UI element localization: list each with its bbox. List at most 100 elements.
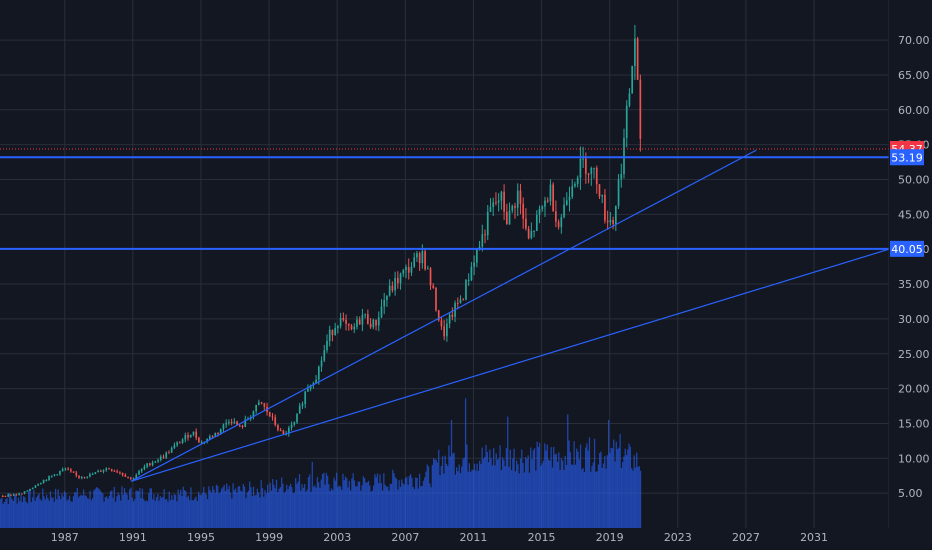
volume-bar xyxy=(337,487,339,528)
candle-body xyxy=(217,432,219,434)
candle-body xyxy=(252,411,255,417)
volume-bar xyxy=(48,500,50,528)
volume-bar xyxy=(219,492,221,528)
candle-body xyxy=(37,484,39,486)
volume-bar xyxy=(457,471,459,528)
volume-bar xyxy=(266,484,269,528)
trend-line[interactable] xyxy=(130,149,757,482)
candle-body xyxy=(236,421,238,426)
volume-bar xyxy=(519,458,522,528)
volume-bar xyxy=(249,481,251,528)
volume-bar xyxy=(196,500,198,528)
volume-bar xyxy=(158,500,160,528)
volume-bar xyxy=(349,490,352,528)
time-tick-label: 1987 xyxy=(51,531,79,544)
candle-body xyxy=(195,431,198,438)
volume-bar xyxy=(371,490,373,528)
price-tick-label: 20.00 xyxy=(898,383,930,396)
volume-bar xyxy=(578,459,580,528)
volume-bar xyxy=(449,456,451,528)
candle-body xyxy=(437,310,440,321)
volume-bar xyxy=(533,448,536,528)
volume-bar xyxy=(296,483,298,528)
volume-bar xyxy=(103,501,105,528)
candle-body xyxy=(590,167,593,174)
volume-bar xyxy=(45,494,48,528)
volume-bar xyxy=(20,494,22,528)
volume-bar xyxy=(112,497,114,528)
volume-bar xyxy=(607,419,610,528)
candle-body xyxy=(361,314,364,325)
volume-bar xyxy=(531,459,533,528)
volume-bar xyxy=(509,449,511,528)
volume-bar xyxy=(7,504,9,528)
volume-bar xyxy=(494,465,496,528)
volume-bar xyxy=(586,443,588,528)
candle-body xyxy=(391,285,394,291)
candle-body xyxy=(59,471,61,475)
volume-bar xyxy=(199,494,201,528)
volume-bar xyxy=(186,497,188,528)
volume-bar xyxy=(547,459,550,528)
volume-bar xyxy=(554,454,556,528)
volume-bar xyxy=(30,502,32,528)
volume-bar xyxy=(523,472,525,528)
volume-bar xyxy=(167,501,169,528)
volume-bar xyxy=(11,499,13,528)
volume-bar xyxy=(255,494,257,528)
volume-bar xyxy=(311,461,313,528)
volume-bar xyxy=(433,458,435,528)
trend-line[interactable] xyxy=(130,248,890,482)
volume-bar xyxy=(397,489,399,528)
volume-bar xyxy=(273,484,275,528)
volume-bar xyxy=(355,486,357,528)
trend-lines[interactable] xyxy=(130,149,890,482)
volume-bar xyxy=(121,486,123,528)
horizontal-levels[interactable] xyxy=(0,148,889,250)
volume-bar xyxy=(237,486,239,528)
candle-body xyxy=(1,495,4,497)
candle-body xyxy=(72,471,75,473)
time-tick-label: 2019 xyxy=(596,531,624,544)
volume-bar xyxy=(106,496,108,528)
volume-bar xyxy=(316,477,319,528)
volume-bar xyxy=(176,501,178,528)
time-tick-label: 2023 xyxy=(664,531,692,544)
volume-bar xyxy=(398,480,400,528)
volume-bar xyxy=(585,447,587,528)
volume-bar xyxy=(471,469,473,528)
volume-bar xyxy=(227,489,229,528)
volume-bar xyxy=(47,497,49,528)
volume-bar xyxy=(335,472,338,528)
volume-bar xyxy=(403,484,405,528)
volume-bar xyxy=(495,453,497,528)
candle-body xyxy=(473,262,475,267)
candle-body xyxy=(478,246,481,249)
candle-body xyxy=(484,234,486,236)
volume-bar xyxy=(251,496,253,528)
price-axis-background[interactable] xyxy=(889,0,932,528)
candle-body xyxy=(446,323,448,337)
volume-bar xyxy=(410,474,412,528)
candle-body xyxy=(170,447,173,453)
volume-bar xyxy=(284,491,287,528)
level-price-tag-background xyxy=(890,149,924,166)
volume-bar xyxy=(79,495,81,528)
volume-bar xyxy=(498,458,500,528)
volume-bar xyxy=(53,501,55,528)
candle-body xyxy=(533,230,535,232)
volume-bar xyxy=(486,451,488,528)
time-axis-background[interactable] xyxy=(0,528,932,550)
candle-body xyxy=(571,186,574,197)
volume-bar xyxy=(599,453,601,528)
volume-bar xyxy=(588,437,591,528)
volume-bar xyxy=(394,477,396,528)
volume-bar xyxy=(475,470,477,528)
candle-body xyxy=(489,207,492,212)
candle-body xyxy=(238,425,241,427)
volume-bar xyxy=(132,501,135,528)
candle-body xyxy=(342,317,345,320)
volume-bar xyxy=(40,500,43,528)
volume-bar xyxy=(278,488,280,528)
